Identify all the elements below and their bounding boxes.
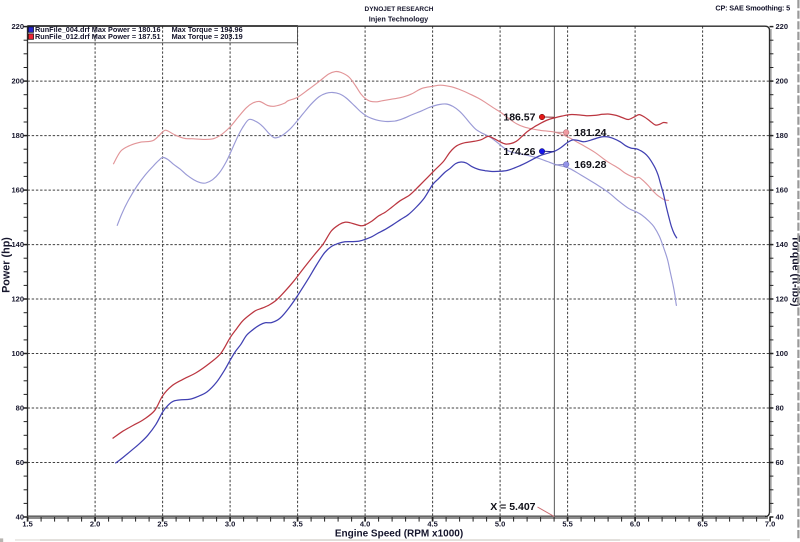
svg-text:Injen Technology: Injen Technology (369, 14, 429, 23)
svg-text:1.5: 1.5 (22, 519, 32, 528)
svg-text:100: 100 (776, 349, 789, 358)
svg-text:181.24: 181.24 (574, 127, 606, 139)
svg-text:Power (hp): Power (hp) (1, 237, 13, 293)
svg-text:2.5: 2.5 (157, 519, 167, 528)
svg-text:160: 160 (776, 186, 789, 195)
svg-text:X = 5.407: X = 5.407 (490, 501, 535, 513)
svg-text:DYNOJET RESEARCH: DYNOJET RESEARCH (365, 6, 434, 13)
svg-text:3.5: 3.5 (292, 519, 302, 528)
svg-text:180: 180 (11, 131, 24, 140)
svg-text:80: 80 (16, 404, 24, 413)
svg-text:60: 60 (776, 458, 784, 467)
svg-text:6.0: 6.0 (630, 519, 640, 528)
svg-text:174.26: 174.26 (503, 146, 535, 158)
svg-text:200: 200 (11, 77, 24, 86)
svg-text:140: 140 (11, 240, 24, 249)
svg-text:140: 140 (776, 240, 789, 249)
svg-text:220: 220 (776, 22, 789, 31)
svg-text:Torque (ft-lbs): Torque (ft-lbs) (790, 235, 800, 306)
svg-text:120: 120 (776, 295, 789, 304)
svg-text:RunFile_012.drf Max Power = 18: RunFile_012.drf Max Power = 187.51 (35, 32, 161, 41)
svg-text:169.28: 169.28 (574, 159, 606, 171)
svg-text:120: 120 (11, 295, 24, 304)
svg-text:60: 60 (16, 458, 24, 467)
svg-text:Max Torque = 203.19: Max Torque = 203.19 (172, 32, 243, 41)
svg-text:4.0: 4.0 (360, 519, 370, 528)
svg-text:5.0: 5.0 (495, 519, 505, 528)
svg-text:Max Torque = 194.96: Max Torque = 194.96 (172, 25, 243, 34)
svg-text:3.0: 3.0 (225, 519, 235, 528)
svg-text:160: 160 (11, 186, 24, 195)
svg-text:186.57: 186.57 (503, 112, 535, 124)
svg-text:Engine Speed (RPM x1000): Engine Speed (RPM x1000) (335, 528, 463, 539)
svg-text:180: 180 (776, 131, 789, 140)
svg-text:40: 40 (16, 513, 24, 522)
svg-text:220: 220 (11, 22, 24, 31)
svg-text:200: 200 (776, 77, 789, 86)
svg-text:40: 40 (776, 513, 784, 522)
svg-text:RunFile_004.drf Max Power = 18: RunFile_004.drf Max Power = 180.16 (35, 25, 161, 34)
svg-text:100: 100 (11, 349, 24, 358)
svg-text:7.0: 7.0 (765, 519, 775, 528)
svg-text:5.5: 5.5 (562, 519, 572, 528)
svg-text:6.5: 6.5 (697, 519, 707, 528)
svg-text:CP: SAE Smoothing: 5: CP: SAE Smoothing: 5 (715, 4, 790, 13)
svg-text:2.0: 2.0 (90, 519, 100, 528)
svg-text:4.5: 4.5 (427, 519, 437, 528)
svg-text:80: 80 (776, 404, 784, 413)
